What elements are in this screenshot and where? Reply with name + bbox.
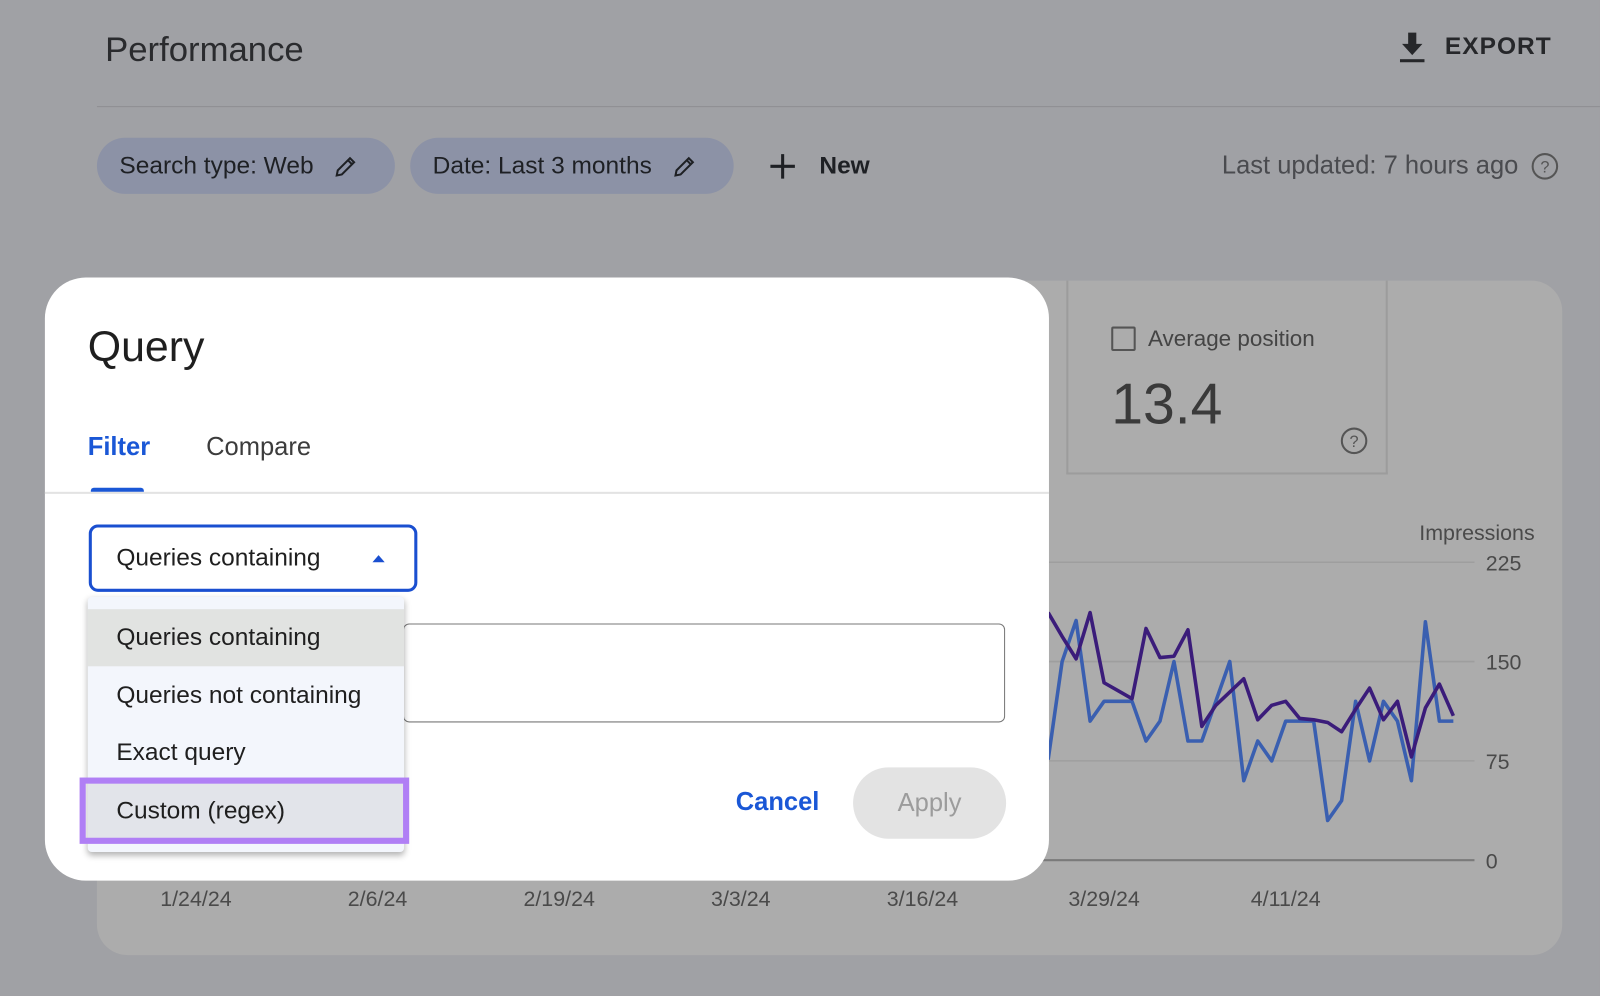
- help-icon[interactable]: ?: [1531, 152, 1560, 181]
- tab-compare[interactable]: Compare: [206, 432, 312, 462]
- export-label: EXPORT: [1444, 32, 1552, 61]
- filter-type-select[interactable]: Queries containing: [88, 524, 418, 592]
- last-updated: Last updated: 7 hours ago ?: [1222, 138, 1559, 194]
- last-updated-text: Last updated: 7 hours ago: [1221, 151, 1519, 180]
- search-type-chip[interactable]: Search type: Web: [96, 137, 395, 194]
- menu-item-queries-not-containing[interactable]: Queries not containing: [116, 681, 362, 710]
- x-tick-label: 2/6/24: [348, 887, 408, 911]
- svg-text:?: ?: [1350, 433, 1359, 451]
- active-tab-indicator: [90, 487, 144, 492]
- page-title: Performance: [105, 30, 304, 70]
- date-chip[interactable]: Date: Last 3 months: [410, 137, 734, 194]
- metric-label: Average position: [1147, 325, 1315, 352]
- new-label: New: [819, 151, 870, 180]
- header-divider: [96, 106, 1600, 108]
- caret-up-icon: [372, 555, 385, 563]
- x-tick-label: 3/29/24: [1068, 887, 1140, 911]
- series-line: [1046, 618, 1454, 823]
- query-input[interactable]: [403, 623, 1006, 723]
- x-tick-label: 3/3/24: [711, 887, 771, 911]
- plus-icon: [770, 153, 795, 179]
- new-filter-button[interactable]: New: [768, 138, 870, 194]
- select-value: Queries containing: [116, 543, 321, 572]
- pencil-icon: [673, 156, 695, 177]
- y-tick-label: 0: [1486, 849, 1498, 873]
- menu-item-exact-query[interactable]: Exact query: [116, 738, 246, 767]
- y-tick-label: 150: [1486, 651, 1522, 675]
- metric-value: 13.4: [1111, 371, 1223, 436]
- series-line: [1046, 610, 1455, 759]
- tab-filter[interactable]: Filter: [87, 432, 151, 462]
- svg-text:?: ?: [1540, 158, 1549, 176]
- highlight-box: [79, 777, 410, 844]
- x-tick-label: 1/24/24: [160, 887, 232, 911]
- metric-checkbox[interactable]: [1111, 326, 1136, 352]
- tab-divider: [44, 491, 1049, 494]
- filter-type-menu: Queries containing Queries not containin…: [87, 596, 405, 853]
- download-icon: [1399, 32, 1425, 63]
- help-icon[interactable]: ?: [1340, 427, 1369, 456]
- dialog-title: Query: [87, 322, 205, 371]
- x-tick-label: 3/16/24: [887, 887, 959, 911]
- menu-item-custom-regex[interactable]: Custom (regex): [87, 782, 405, 840]
- x-tick-label: 4/11/24: [1251, 887, 1321, 911]
- export-button[interactable]: EXPORT: [1398, 31, 1552, 64]
- metric-average-position[interactable]: Average position 13.4 ?: [1066, 280, 1388, 475]
- y-axis-label: Impressions: [1419, 521, 1534, 545]
- chip-label: Date: Last 3 months: [432, 151, 652, 180]
- y-tick-label: 75: [1486, 750, 1510, 774]
- chip-label: Search type: Web: [119, 151, 314, 180]
- apply-button[interactable]: Apply: [853, 767, 1007, 839]
- query-dialog: Query Filter Compare Queries containing …: [44, 277, 1049, 881]
- pencil-icon: [335, 156, 356, 177]
- menu-item-queries-containing[interactable]: Queries containing: [87, 609, 405, 667]
- x-tick-label: 2/19/24: [523, 887, 595, 911]
- y-tick-label: 225: [1486, 551, 1522, 575]
- cancel-button[interactable]: Cancel: [735, 787, 820, 817]
